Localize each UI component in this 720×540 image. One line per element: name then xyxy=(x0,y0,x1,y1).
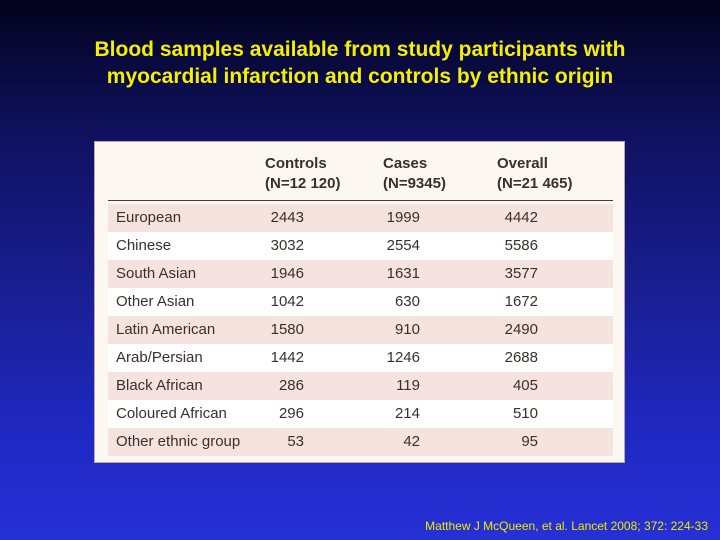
overall-value: 4442 xyxy=(504,209,538,226)
column-header-name: Controls xyxy=(265,155,327,172)
table-row: South Asian 1946 1631 3577 xyxy=(108,260,613,288)
controls-value: 286 xyxy=(278,377,304,394)
column-header-count: (N=21 465) xyxy=(497,175,573,192)
column-header-name: Cases xyxy=(383,155,428,172)
controls-value: 1946 xyxy=(270,265,304,282)
cases-value: 119 xyxy=(396,377,420,394)
table-row: Black African 286 119 405 xyxy=(108,372,613,400)
cases-value: 2554 xyxy=(386,237,420,254)
row-group-label: Other ethnic group xyxy=(116,433,241,450)
controls-value: 2443 xyxy=(270,209,304,226)
cases-value: 630 xyxy=(394,293,420,310)
overall-value: 3577 xyxy=(504,265,538,282)
column-header-name: Overall xyxy=(497,155,548,172)
overall-value: 1672 xyxy=(504,293,538,310)
table-row: Other Asian 1042 630 1672 xyxy=(108,288,613,316)
table-row: Arab/Persian 1442 1246 2688 xyxy=(108,344,613,372)
slide-title-line-2: myocardial infarction and controls by et… xyxy=(106,65,614,88)
table-row: Chinese 3032 2554 5586 xyxy=(108,232,613,260)
header-divider xyxy=(108,200,613,201)
row-group-label: Black African xyxy=(116,377,203,394)
cases-value: 1999 xyxy=(386,209,420,226)
table-row: Latin American 1580 910 2490 xyxy=(108,316,613,344)
row-group-label: Other Asian xyxy=(116,293,195,310)
table-row: Other ethnic group 53 42 95 xyxy=(108,428,613,456)
overall-value: 2688 xyxy=(504,349,538,366)
cases-value: 42 xyxy=(403,433,420,450)
table-row: Coloured African 296 214 510 xyxy=(108,400,613,428)
slide-title: Blood samples available from study parti… xyxy=(0,36,720,90)
overall-value: 2490 xyxy=(504,321,538,338)
row-group-label: Chinese xyxy=(116,237,172,254)
cases-value: 214 xyxy=(394,405,420,422)
row-group-label: South Asian xyxy=(116,265,197,282)
ethnic-origin-table: Controls (N=12 120) Cases (N=9345) Overa… xyxy=(94,141,625,463)
table-row: European 2443 1999 4442 xyxy=(108,204,613,232)
row-group-label: Coloured African xyxy=(116,405,227,422)
overall-value: 95 xyxy=(521,433,538,450)
citation: Matthew J McQueen, et al. Lancet 2008; 3… xyxy=(425,519,708,533)
column-header-overall: Overall (N=21 465) xyxy=(497,154,572,194)
column-header-count: (N=9345) xyxy=(383,175,446,192)
controls-value: 1442 xyxy=(270,349,304,366)
controls-value: 53 xyxy=(287,433,304,450)
controls-value: 296 xyxy=(278,405,304,422)
column-header-controls: Controls (N=12 120) xyxy=(265,154,340,194)
overall-value: 510 xyxy=(512,405,538,422)
row-group-label: European xyxy=(116,209,182,226)
cases-value: 1631 xyxy=(386,265,420,282)
controls-value: 1580 xyxy=(270,321,304,338)
slide-title-line-1: Blood samples available from study parti… xyxy=(94,38,626,61)
column-header-count: (N=12 120) xyxy=(265,175,341,192)
controls-value: 1042 xyxy=(270,293,304,310)
overall-value: 405 xyxy=(512,377,538,394)
controls-value: 3032 xyxy=(270,237,304,254)
cases-value: 1246 xyxy=(386,349,420,366)
column-header-cases: Cases (N=9345) xyxy=(383,154,446,194)
overall-value: 5586 xyxy=(504,237,538,254)
row-group-label: Latin American xyxy=(116,321,216,338)
cases-value: 910 xyxy=(394,321,420,338)
table-body: European 2443 1999 4442 Chinese 3032 255… xyxy=(108,204,613,456)
row-group-label: Arab/Persian xyxy=(116,349,203,366)
